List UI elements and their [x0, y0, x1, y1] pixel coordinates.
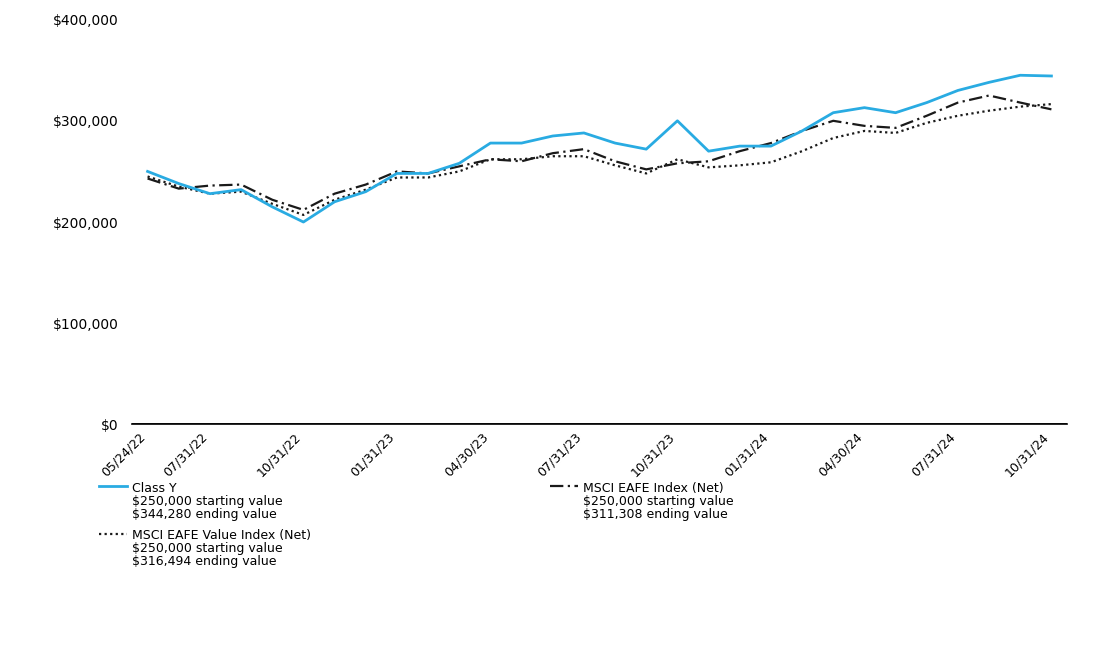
Text: $250,000 starting value: $250,000 starting value: [583, 495, 734, 508]
Text: MSCI EAFE Value Index (Net): MSCI EAFE Value Index (Net): [132, 529, 311, 542]
Text: $344,280 ending value: $344,280 ending value: [132, 508, 277, 521]
Text: $316,494 ending value: $316,494 ending value: [132, 555, 276, 568]
Text: $311,308 ending value: $311,308 ending value: [583, 508, 728, 521]
Text: $250,000 starting value: $250,000 starting value: [132, 495, 283, 508]
Text: MSCI EAFE Index (Net): MSCI EAFE Index (Net): [583, 482, 724, 495]
Text: $250,000 starting value: $250,000 starting value: [132, 542, 283, 555]
Text: Class Y: Class Y: [132, 482, 177, 495]
